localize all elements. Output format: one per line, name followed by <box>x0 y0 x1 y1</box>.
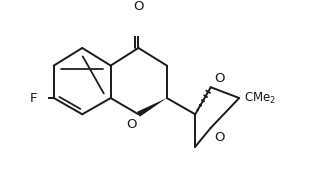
Text: O: O <box>133 0 144 13</box>
Text: O: O <box>214 71 225 84</box>
Text: O: O <box>214 131 225 144</box>
Text: O: O <box>126 118 136 131</box>
Polygon shape <box>137 98 167 117</box>
Text: CMe$_2$: CMe$_2$ <box>244 91 276 106</box>
Text: F: F <box>30 92 38 105</box>
